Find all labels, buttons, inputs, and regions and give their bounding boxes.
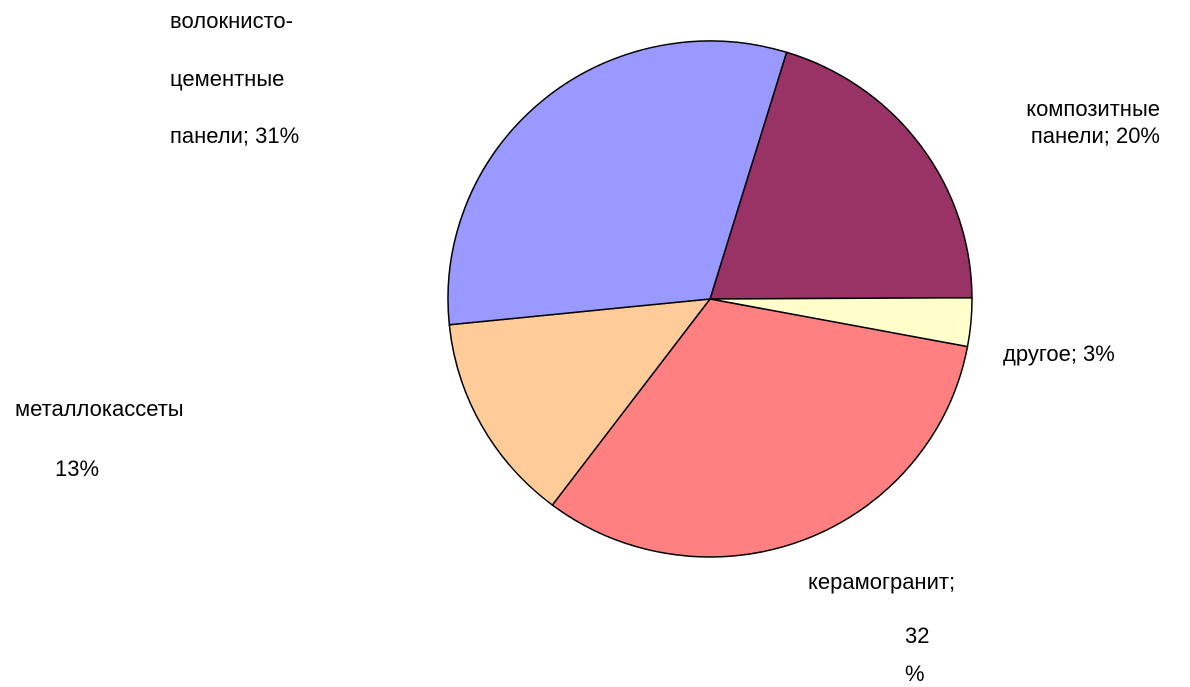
data-label: волокнисто- — [170, 8, 293, 33]
data-label: другое; 3% — [1003, 341, 1115, 366]
data-label: керамогранит; — [808, 569, 955, 594]
pie-slice — [708, 51, 973, 300]
pie-slice — [447, 40, 788, 326]
pie-slice — [551, 298, 969, 558]
data-label: металлокассеты — [15, 396, 184, 421]
data-label: 13% — [55, 456, 99, 481]
data-label: композитные — [1026, 96, 1160, 121]
data-label: панели; 20% — [1031, 123, 1160, 148]
data-label: цементные — [170, 66, 284, 91]
data-label: 32 — [905, 623, 929, 648]
pie-slice — [448, 298, 712, 507]
data-label: % — [905, 661, 925, 686]
data-label: панели; 31% — [170, 123, 299, 148]
